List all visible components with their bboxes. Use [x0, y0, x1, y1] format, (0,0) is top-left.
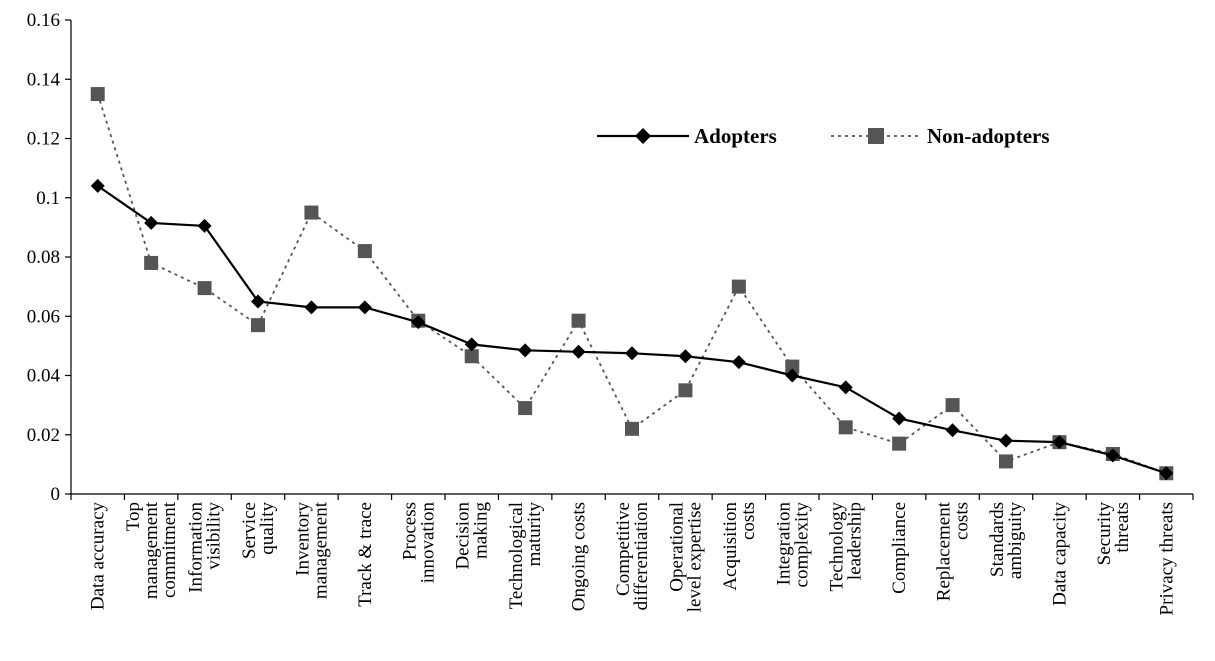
- legend-marker-adopters: [635, 128, 651, 144]
- x-tick-label: Securitythreats: [1094, 502, 1133, 566]
- x-tick-label: Compliance: [889, 502, 910, 594]
- x-tick-label: Servicequality: [239, 502, 278, 559]
- data-point-non-adopters: [785, 359, 800, 374]
- data-point-non-adopters: [304, 205, 319, 220]
- x-tick-label: Inventorymanagement: [292, 501, 331, 599]
- y-tick-label: 0.14: [27, 69, 61, 90]
- data-point-adopters: [144, 215, 159, 230]
- data-point-adopters: [90, 178, 105, 193]
- data-point-non-adopters: [838, 420, 853, 435]
- y-axis: 0 0.02 0.04 0.06 0.08 0.1 0.12 0.14 0.16: [27, 10, 72, 505]
- x-tick-label: Decisionmaking: [453, 502, 492, 570]
- data-point-non-adopters: [197, 281, 212, 296]
- data-point-non-adopters: [625, 421, 639, 436]
- x-tick-label: Technologyleadership: [827, 502, 866, 592]
- x-tick-label: Replacementcosts: [934, 501, 973, 601]
- data-point-adopters: [304, 300, 319, 315]
- data-point-non-adopters: [731, 279, 746, 294]
- legend-label-non-adopters: Non-adopters: [927, 124, 1050, 148]
- data-point-adopters: [518, 343, 533, 358]
- x-tick-label: Data capacity: [1049, 502, 1070, 606]
- y-tick-label: 0.06: [27, 306, 60, 327]
- data-point-non-adopters: [251, 318, 265, 333]
- x-tick-label: Competitivedifferentiation: [613, 502, 652, 611]
- data-point-non-adopters: [518, 401, 533, 416]
- data-point-adopters: [625, 346, 639, 361]
- y-tick-label: 0.08: [27, 247, 60, 268]
- data-point-adopters: [678, 349, 693, 364]
- x-tick-label: Ongoing costs: [569, 502, 590, 611]
- y-tick-label: 0.04: [27, 366, 61, 387]
- data-point-adopters: [945, 423, 960, 438]
- data-point-adopters: [411, 315, 426, 330]
- series-layer: [90, 87, 1174, 481]
- x-tick-label: Standardsambiguity: [987, 502, 1026, 580]
- x-tick-label: Topmanagementcommitment: [123, 501, 180, 599]
- series-line-non-adopters: [96, 93, 1167, 475]
- data-point-non-adopters: [357, 244, 372, 259]
- y-tick-label: 0.16: [27, 10, 60, 31]
- data-point-non-adopters: [144, 255, 159, 270]
- y-tick-label: 0.12: [27, 129, 60, 150]
- data-point-non-adopters: [90, 87, 105, 102]
- data-point-adopters: [731, 355, 746, 370]
- x-tick-label: Data accuracy: [88, 502, 109, 611]
- data-point-non-adopters: [571, 313, 586, 328]
- data-point-non-adopters: [678, 383, 693, 398]
- data-point-adopters: [197, 218, 212, 233]
- x-tick-label: Track & trace: [355, 502, 376, 607]
- data-point-adopters: [251, 294, 265, 309]
- data-point-adopters: [999, 433, 1013, 448]
- data-point-non-adopters: [945, 398, 960, 413]
- x-tick-label: Acquisitioncosts: [720, 502, 759, 591]
- x-axis: Data accuracy Topmanagementcommitment Info…: [70, 493, 1194, 615]
- legend: Adopters Non-adopters: [597, 124, 1050, 148]
- data-point-adopters: [892, 411, 907, 426]
- x-tick-label: Processinnovation: [399, 502, 438, 584]
- x-tick-label: Informationvisibility: [186, 502, 225, 593]
- data-point-adopters: [464, 337, 479, 352]
- data-point-adopters: [1105, 448, 1120, 463]
- data-point-adopters: [1052, 435, 1067, 450]
- data-point-adopters: [1159, 466, 1174, 481]
- data-point-adopters: [785, 368, 800, 383]
- data-point-non-adopters: [892, 436, 907, 451]
- legend-label-adopters: Adopters: [694, 124, 777, 148]
- y-tick-label: 0.02: [27, 425, 60, 446]
- x-tick-label: Technologicalmaturity: [506, 502, 545, 610]
- data-point-non-adopters: [999, 454, 1013, 469]
- y-tick-label: 0.1: [36, 188, 60, 209]
- legend-marker-non-adopters: [868, 128, 884, 144]
- x-tick-label: Privacy threats: [1156, 502, 1177, 615]
- data-point-adopters: [571, 344, 586, 359]
- x-tick-label: Operationallevel expertise: [666, 502, 705, 612]
- x-tick-label: Integrationcomplexity: [773, 502, 812, 588]
- data-point-non-adopters: [464, 349, 479, 364]
- data-point-adopters: [357, 300, 372, 315]
- y-tick-label: 0: [51, 484, 61, 505]
- data-point-adopters: [838, 380, 853, 395]
